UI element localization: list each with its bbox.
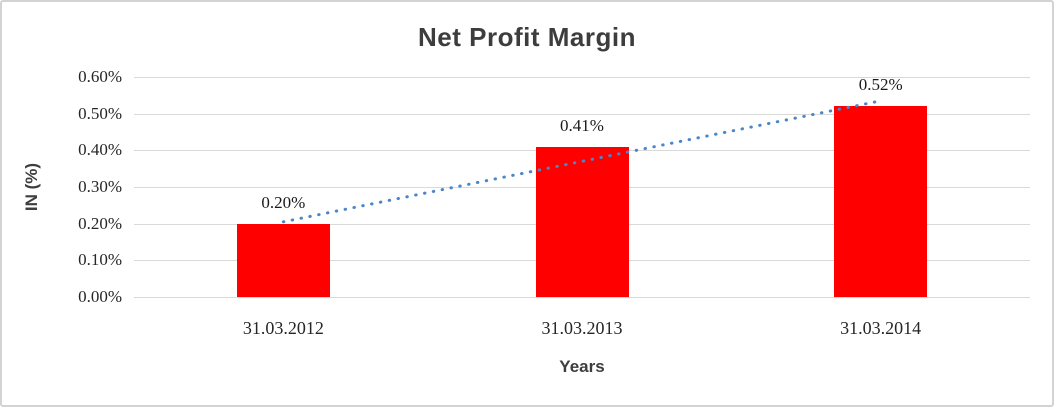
x-axis-title: Years — [559, 357, 605, 376]
bar-31.03.2012 — [236, 223, 330, 297]
data-label: 0.41% — [560, 115, 604, 135]
data-label: 0.20% — [261, 192, 306, 212]
y-tick-label: 0.00% — [78, 287, 122, 306]
bar-31.03.2014 — [834, 106, 928, 297]
gridline — [134, 113, 1030, 115]
data-label: 0.52% — [858, 75, 903, 95]
x-category-label: 31.03.2014 — [840, 318, 922, 338]
y-tick-label: 0.40% — [78, 140, 122, 160]
gridline — [134, 297, 1030, 298]
x-category-label: 31.03.2013 — [541, 318, 623, 338]
plot-area: 0.20% 0.41% 0.52% — [134, 75, 1030, 298]
gridline — [134, 77, 1030, 78]
y-tick-label: 0.60% — [78, 67, 122, 86]
y-tick-label: 0.20% — [78, 213, 122, 233]
bar-31.03.2013 — [535, 146, 629, 297]
y-tick-label: 0.30% — [78, 177, 122, 196]
x-category-label: 31.03.2012 — [242, 318, 324, 338]
y-tick-label: 0.10% — [78, 250, 122, 270]
y-tick-label: 0.50% — [78, 103, 122, 123]
chart-title: Net Profit Margin — [418, 22, 636, 52]
trendline — [281, 99, 883, 224]
